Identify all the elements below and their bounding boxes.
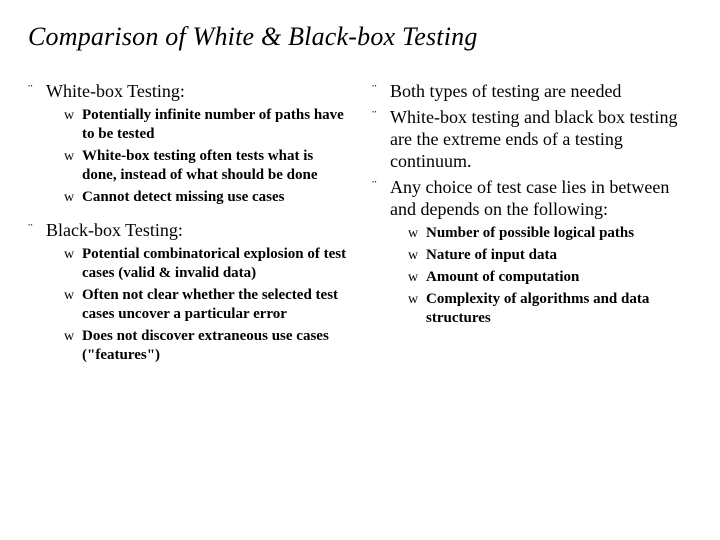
list-item-text: Any choice of test case lies in between … xyxy=(390,176,692,220)
diamond-bullet-icon: ¨ xyxy=(372,80,390,102)
sub-list-item-text: Does not discover extraneous use cases (… xyxy=(82,327,348,365)
sub-list-item-text: Nature of input data xyxy=(426,246,557,265)
sub-list-item: w Potential combinatorical explosion of … xyxy=(64,245,348,283)
sub-list-item: w Cannot detect missing use cases xyxy=(64,188,348,207)
sub-list-item-text: Often not clear whether the selected tes… xyxy=(82,286,348,324)
sub-list-item: w Often not clear whether the selected t… xyxy=(64,286,348,324)
sub-bullet-icon: w xyxy=(408,290,426,309)
sub-list: w Number of possible logical paths w Nat… xyxy=(408,224,692,328)
sub-list-item: w Potentially infinite number of paths h… xyxy=(64,106,348,144)
list-item-text: Both types of testing are needed xyxy=(390,80,621,102)
list-item: ¨ Both types of testing are needed xyxy=(372,80,692,102)
list-item: ¨ Any choice of test case lies in betwee… xyxy=(372,176,692,220)
sub-list-item-text: Amount of computation xyxy=(426,268,579,287)
list-item: ¨ Black-box Testing: xyxy=(28,219,348,241)
sub-bullet-icon: w xyxy=(64,106,82,125)
sub-list-item-text: Number of possible logical paths xyxy=(426,224,634,243)
sub-list-item: w Nature of input data xyxy=(408,246,692,265)
list-item-text: Black-box Testing: xyxy=(46,219,183,241)
sub-bullet-icon: w xyxy=(64,188,82,207)
right-column: ¨ Both types of testing are needed ¨ Whi… xyxy=(372,80,692,377)
sub-list: w Potentially infinite number of paths h… xyxy=(64,106,348,207)
sub-bullet-icon: w xyxy=(64,327,82,346)
diamond-bullet-icon: ¨ xyxy=(372,176,390,198)
list-item-text: White-box testing and black box testing … xyxy=(390,106,692,172)
sub-list-item: w Amount of computation xyxy=(408,268,692,287)
sub-list-item-text: Potential combinatorical explosion of te… xyxy=(82,245,348,283)
diamond-bullet-icon: ¨ xyxy=(28,80,46,102)
sub-list-item: w Complexity of algorithms and data stru… xyxy=(408,290,692,328)
sub-list-item: w Number of possible logical paths xyxy=(408,224,692,243)
diamond-bullet-icon: ¨ xyxy=(28,219,46,241)
sub-bullet-icon: w xyxy=(408,246,426,265)
content-columns: ¨ White-box Testing: w Potentially infin… xyxy=(28,80,692,377)
sub-list: w Potential combinatorical explosion of … xyxy=(64,245,348,365)
list-item-text: White-box Testing: xyxy=(46,80,185,102)
sub-list-item: w White-box testing often tests what is … xyxy=(64,147,348,185)
sub-list-item-text: Complexity of algorithms and data struct… xyxy=(426,290,692,328)
sub-list-item-text: Cannot detect missing use cases xyxy=(82,188,285,207)
sub-list-item-text: Potentially infinite number of paths hav… xyxy=(82,106,348,144)
sub-bullet-icon: w xyxy=(408,224,426,243)
list-item: ¨ White-box testing and black box testin… xyxy=(372,106,692,172)
sub-list-item: w Does not discover extraneous use cases… xyxy=(64,327,348,365)
left-column: ¨ White-box Testing: w Potentially infin… xyxy=(28,80,348,377)
diamond-bullet-icon: ¨ xyxy=(372,106,390,128)
sub-bullet-icon: w xyxy=(408,268,426,287)
sub-list-item-text: White-box testing often tests what is do… xyxy=(82,147,348,185)
sub-bullet-icon: w xyxy=(64,245,82,264)
sub-bullet-icon: w xyxy=(64,286,82,305)
slide-title: Comparison of White & Black-box Testing xyxy=(28,22,692,52)
list-item: ¨ White-box Testing: xyxy=(28,80,348,102)
sub-bullet-icon: w xyxy=(64,147,82,166)
